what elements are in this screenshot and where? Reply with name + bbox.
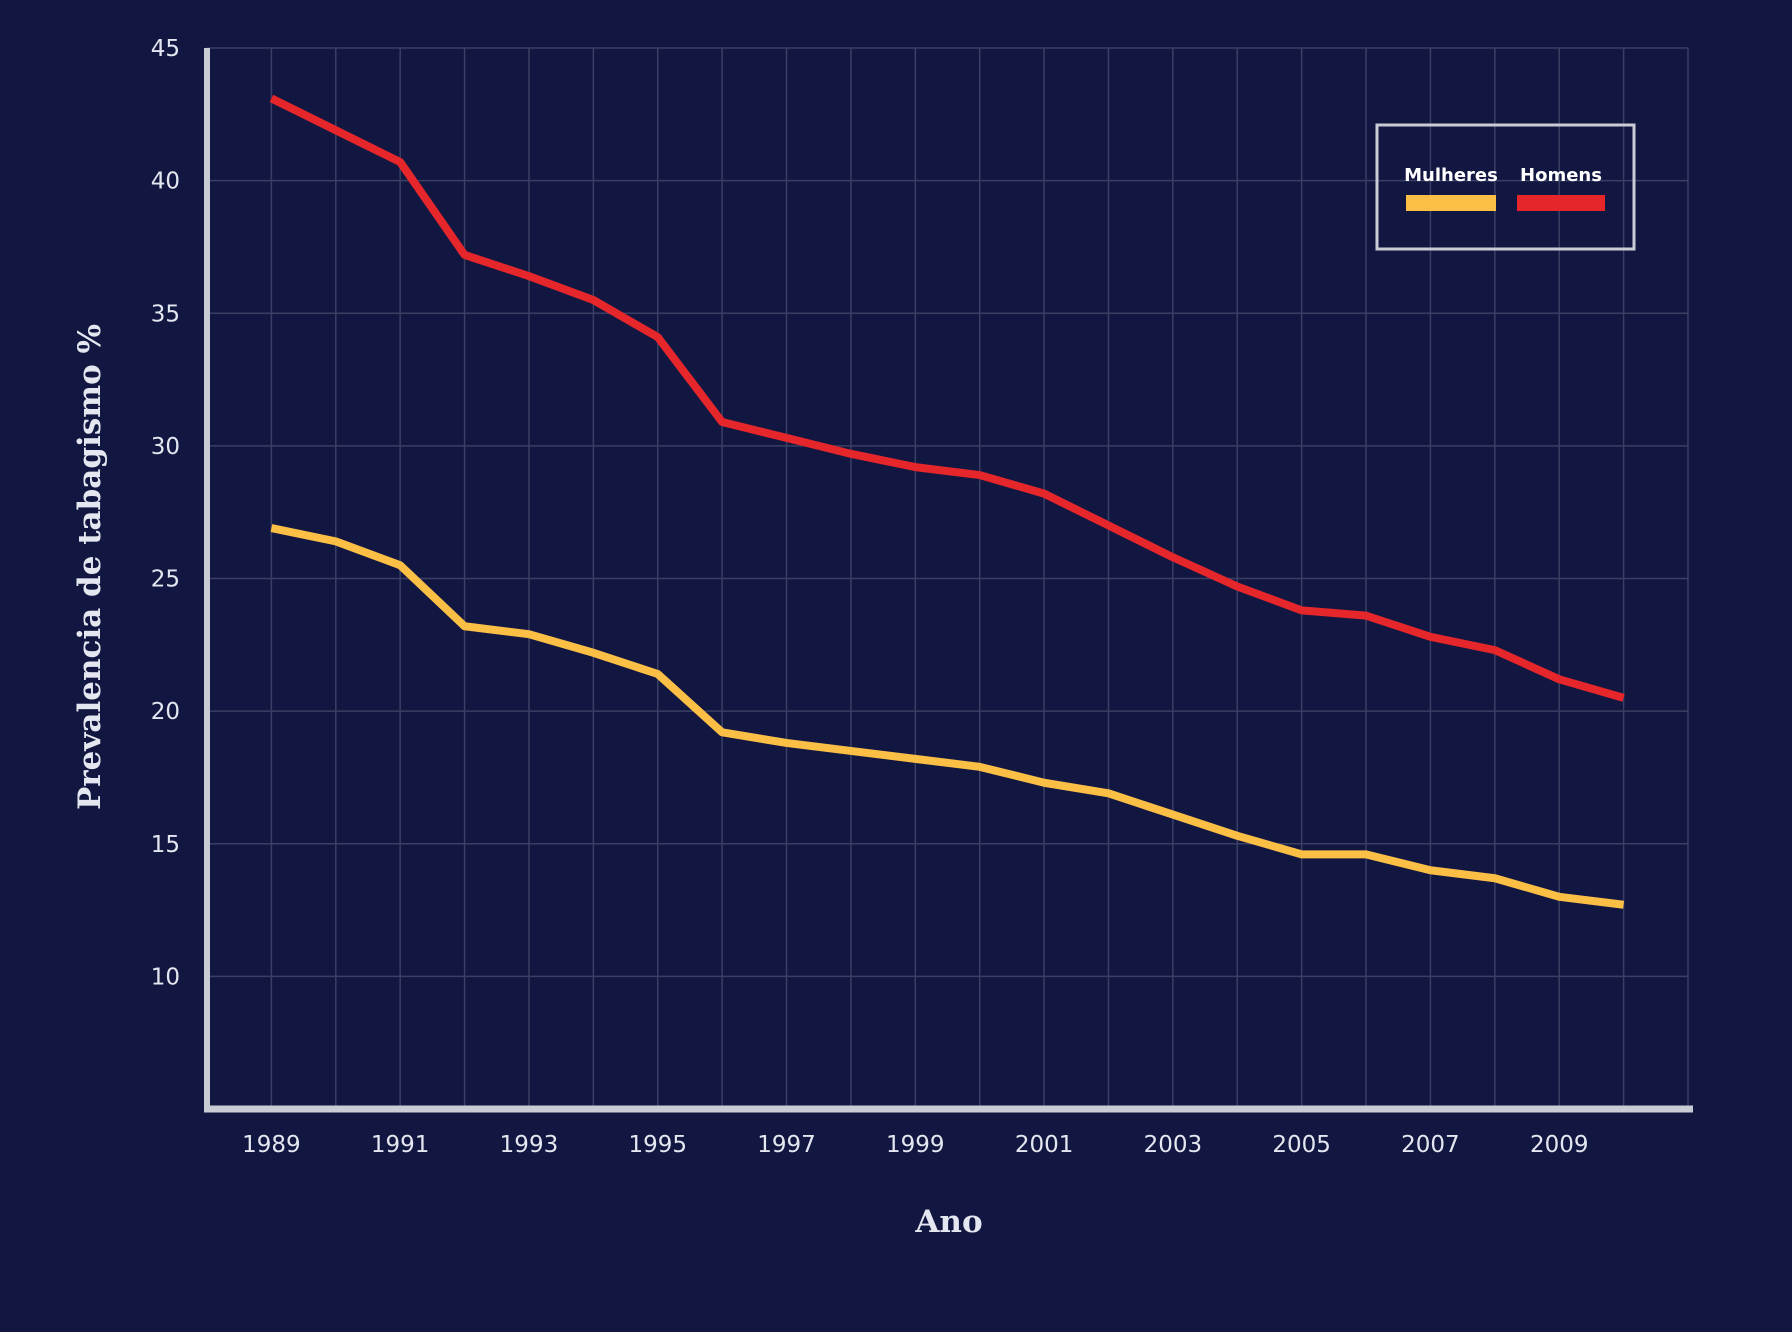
x-tick-label: 1997 <box>757 1132 816 1158</box>
axes <box>204 48 1693 1113</box>
x-tick-label: 1993 <box>500 1132 559 1158</box>
legend-label-mulheres: Mulheres <box>1404 165 1498 186</box>
series-line-mulheres <box>270 524 1625 909</box>
x-tick-label: 2009 <box>1530 1132 1589 1158</box>
series-line-homens <box>269 94 1625 702</box>
y-tick-label: 15 <box>151 832 180 858</box>
legend-swatch-homens <box>1517 195 1605 211</box>
legend-box <box>1375 123 1636 251</box>
series-lines <box>269 94 1625 909</box>
grid-lines <box>207 47 1689 1109</box>
legend-label-homens: Homens <box>1520 165 1602 186</box>
x-axis-title: Ano <box>914 1204 982 1240</box>
y-tick-label: 45 <box>151 36 180 62</box>
x-tick-label: 1999 <box>886 1132 945 1158</box>
legend: Mulheres Homens <box>1375 123 1636 251</box>
legend-swatch-mulheres <box>1406 195 1496 211</box>
x-tick-labels: 1989 1991 1993 1995 1997 1999 2001 2003 2005 2007… <box>242 1132 1588 1158</box>
x-tick-label: 1995 <box>628 1132 687 1158</box>
y-axis-title: Prevalencia de tabagismo % <box>72 324 108 810</box>
y-tick-label: 30 <box>151 434 180 460</box>
x-tick-label: 1991 <box>371 1132 430 1158</box>
x-tick-label: 2001 <box>1015 1132 1074 1158</box>
y-tick-labels: 10 15 20 25 30 35 40 45 <box>151 36 180 990</box>
y-tick-label: 20 <box>151 699 180 725</box>
y-tick-label: 25 <box>151 567 180 593</box>
x-tick-label: 2007 <box>1401 1132 1460 1158</box>
y-tick-label: 35 <box>151 301 180 327</box>
y-tick-label: 10 <box>151 964 180 990</box>
x-tick-label: 1989 <box>242 1132 301 1158</box>
x-tick-label: 2003 <box>1144 1132 1203 1158</box>
y-tick-label: 40 <box>151 169 180 195</box>
x-tick-label: 2005 <box>1272 1132 1331 1158</box>
